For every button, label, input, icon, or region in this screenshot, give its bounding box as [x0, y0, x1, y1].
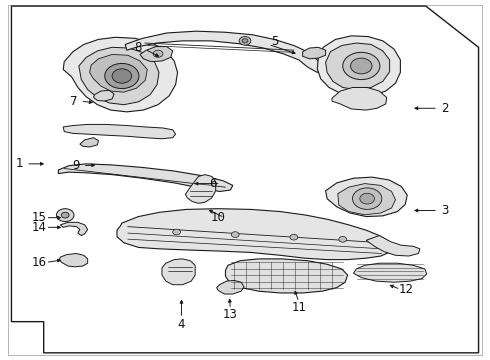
Polygon shape — [338, 184, 395, 215]
Text: 6: 6 — [210, 177, 217, 190]
Polygon shape — [366, 235, 420, 256]
Circle shape — [231, 232, 239, 238]
Circle shape — [61, 212, 69, 218]
Circle shape — [105, 63, 139, 89]
Text: 7: 7 — [70, 95, 78, 108]
Text: 5: 5 — [270, 35, 278, 49]
Polygon shape — [117, 209, 392, 260]
Circle shape — [239, 37, 251, 45]
Circle shape — [112, 69, 132, 83]
Text: 11: 11 — [291, 301, 306, 314]
Polygon shape — [332, 87, 387, 110]
Polygon shape — [80, 138, 98, 147]
Polygon shape — [326, 43, 390, 90]
Polygon shape — [217, 280, 244, 294]
Text: 12: 12 — [399, 283, 414, 296]
Polygon shape — [94, 90, 114, 101]
Text: 16: 16 — [31, 256, 47, 269]
Polygon shape — [162, 259, 195, 285]
Polygon shape — [58, 164, 233, 192]
Text: 9: 9 — [73, 159, 80, 172]
Text: 10: 10 — [211, 211, 225, 224]
Text: 15: 15 — [31, 211, 46, 224]
Polygon shape — [63, 125, 175, 139]
Polygon shape — [225, 259, 347, 293]
Polygon shape — [125, 31, 322, 72]
Polygon shape — [326, 177, 407, 217]
Polygon shape — [63, 37, 177, 112]
Circle shape — [153, 50, 163, 57]
Text: 14: 14 — [31, 221, 47, 234]
Polygon shape — [79, 47, 159, 105]
Circle shape — [242, 39, 248, 43]
Circle shape — [350, 58, 372, 74]
Circle shape — [56, 209, 74, 222]
Circle shape — [360, 193, 374, 204]
Polygon shape — [303, 47, 326, 59]
Polygon shape — [185, 175, 216, 203]
Text: 4: 4 — [178, 318, 185, 331]
Circle shape — [290, 234, 298, 240]
Polygon shape — [353, 263, 427, 282]
Text: 3: 3 — [441, 204, 449, 217]
Text: 13: 13 — [223, 308, 238, 321]
Circle shape — [339, 237, 346, 242]
Polygon shape — [60, 222, 88, 235]
Polygon shape — [59, 253, 88, 267]
Polygon shape — [318, 36, 400, 97]
Polygon shape — [90, 54, 147, 92]
Text: 1: 1 — [16, 157, 23, 170]
Circle shape — [352, 188, 382, 210]
Circle shape — [172, 229, 180, 235]
Text: 8: 8 — [134, 41, 141, 54]
Polygon shape — [140, 46, 172, 62]
Circle shape — [343, 52, 380, 80]
Text: 2: 2 — [441, 102, 449, 115]
